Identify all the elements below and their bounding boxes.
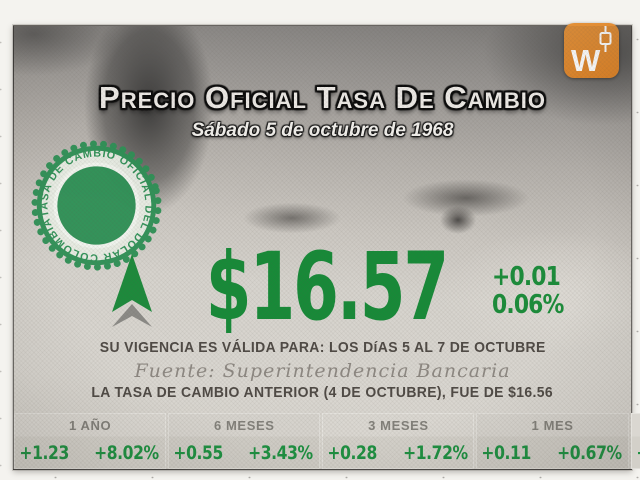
history-change: +0.11 xyxy=(481,442,532,464)
brand-logo-letter: W xyxy=(571,43,600,78)
previous-rate-note: LA TASA DE CAMBIO ANTERIOR (4 DE OCTUBRE… xyxy=(91,384,554,401)
history-change: +0.28 xyxy=(327,442,378,464)
brand-logo: W xyxy=(564,23,619,78)
history-percent: +3.43% xyxy=(248,442,314,464)
history-change: +0.55 xyxy=(173,442,224,464)
candlestick-icon xyxy=(599,26,612,52)
history-change: +1.23 xyxy=(19,442,69,464)
history-column-6m: 6 MESES +0.55 +3.43% xyxy=(168,413,321,469)
rate-change: +0.01 0.06% xyxy=(492,263,564,319)
history-percent: +1.72% xyxy=(402,442,468,464)
history-header: 3 MESES xyxy=(368,418,429,433)
history-header: 6 MESES xyxy=(213,418,275,433)
seal-center xyxy=(57,166,136,245)
history-header: 1 AÑO xyxy=(68,418,112,433)
history-values: +1.23 +8.02% xyxy=(14,437,166,469)
history-values: +0.03 +0.18% xyxy=(631,437,640,469)
seal-scallop-edge xyxy=(31,140,162,271)
rate-change-percent: 0.06% xyxy=(492,290,564,320)
rate-change-absolute: +0.01 xyxy=(492,262,561,292)
exchange-rate-value: $16.57 xyxy=(205,233,448,342)
history-values: +0.28 +1.72% xyxy=(322,437,474,469)
official-seal: TASA DE CAMBIO OFICIAL DEL DOLAR COLOMBI… xyxy=(26,135,167,276)
history-change: +0.03 xyxy=(636,442,640,464)
validity-note: SU VIGENCIA ES VÁLIDA PARA: LOS DíAS 5 A… xyxy=(99,339,546,356)
history-values: +0.55 +3.43% xyxy=(168,437,320,469)
page-title: Precio Oficial Tasa De Cambio xyxy=(99,80,546,115)
history-table: 1 AÑO +1.23 +8.02% 6 MESES +0.55 +3.43% … xyxy=(14,413,640,469)
history-values: +0.11 +0.67% xyxy=(476,437,628,469)
source-attribution: Fuente: Superintendencia Bancaria xyxy=(134,360,511,382)
history-header: 1 SEMANA xyxy=(631,413,640,437)
history-column-1m: 1 MES +0.11 +0.67% xyxy=(476,413,629,469)
history-column-1y: 1 AÑO +1.23 +8.02% xyxy=(14,413,167,469)
history-percent: +0.67% xyxy=(556,442,622,464)
history-percent: +8.02% xyxy=(94,442,160,464)
history-column-3m: 3 MESES +0.28 +1.72% xyxy=(322,413,475,469)
date-subtitle: Sábado 5 de octubre de 1968 xyxy=(191,120,454,141)
up-arrow-icon xyxy=(112,254,152,327)
infographic-card: W Precio Oficial Tasa De Cambio Sábado 5… xyxy=(13,23,640,470)
history-header: 1 MES xyxy=(531,418,574,433)
history-column-1w: 1 SEMANA +0.03 +0.18% xyxy=(630,413,640,469)
